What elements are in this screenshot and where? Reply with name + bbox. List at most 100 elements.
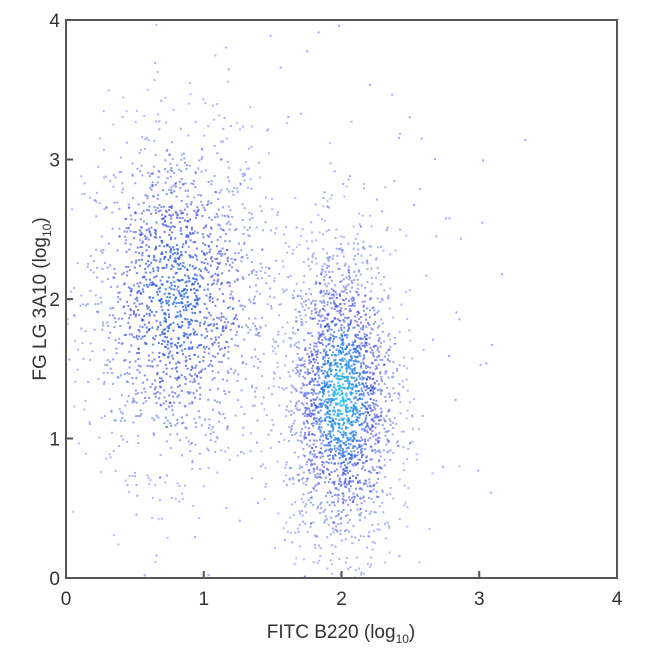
data-point [152,337,155,339]
data-point [352,412,355,415]
data-point [195,294,198,297]
data-point [373,413,376,416]
data-point [221,253,224,256]
data-point [103,208,106,211]
data-point [289,400,292,403]
data-point [154,153,157,156]
data-point [198,268,201,271]
data-point [314,304,317,307]
data-point [351,369,353,372]
data-point [315,455,318,458]
data-point [153,314,156,317]
data-point [86,303,89,306]
data-point [340,351,343,354]
data-point [323,384,326,387]
data-point [173,401,176,404]
data-point [354,319,357,322]
data-point [179,295,182,297]
data-point [359,497,362,500]
data-point [302,448,305,450]
data-point [165,211,168,213]
data-point [376,472,378,474]
data-point [454,398,457,401]
data-point [155,401,158,404]
data-point [303,505,306,508]
data-point [422,348,425,351]
data-point [141,288,144,291]
data-point [125,380,128,383]
data-point [308,431,311,434]
data-point [164,336,167,339]
data-point [333,390,336,393]
data-point [226,341,229,344]
data-point [285,226,287,228]
data-point [257,332,260,335]
data-point [358,318,361,321]
data-point [376,349,379,351]
data-point [365,377,368,380]
data-point [325,495,328,497]
data-point [151,181,154,184]
data-point [174,257,177,260]
data-point [372,390,374,393]
data-point [166,419,169,422]
data-point [285,461,288,464]
data-point [145,249,148,252]
data-point [373,416,376,419]
data-point [300,297,303,300]
data-point [302,493,305,496]
data-point [293,563,296,566]
data-point [206,335,209,337]
data-point [216,238,219,241]
data-point [126,274,129,277]
data-point [206,330,209,333]
data-point [307,458,310,461]
data-point [329,432,331,435]
data-point [319,503,322,506]
data-point [202,356,205,359]
data-point [355,351,358,354]
data-point [345,377,348,380]
data-point [204,225,207,228]
data-point [365,455,368,458]
data-point [338,292,341,295]
data-point [151,172,154,175]
data-point [134,182,137,185]
data-point [356,360,359,363]
data-point [329,417,331,420]
data-point [163,317,166,319]
data-point [373,387,376,390]
data-point [185,167,188,170]
data-point [309,501,312,504]
data-point [334,402,337,405]
data-point [321,455,324,458]
data-point [357,248,360,251]
data-point [376,266,379,269]
data-point [288,337,291,339]
data-point [319,333,322,336]
data-point [123,373,126,375]
data-point [333,522,336,524]
data-point [318,559,321,562]
data-point [309,496,312,499]
data-point [328,399,331,402]
data-point [375,257,378,260]
data-point [145,262,148,265]
data-point [135,259,138,262]
data-point [226,188,229,191]
data-point [298,372,301,375]
data-point [348,308,351,310]
data-point [332,521,335,523]
data-point [336,514,339,517]
data-point [333,406,335,409]
data-point [134,211,137,214]
data-point [301,514,304,517]
data-point [149,234,152,237]
data-point [309,450,312,453]
data-point [354,359,357,362]
data-point [344,473,347,476]
data-point [349,566,352,568]
data-point [184,426,187,429]
data-point [290,337,293,340]
data-point [333,438,336,441]
